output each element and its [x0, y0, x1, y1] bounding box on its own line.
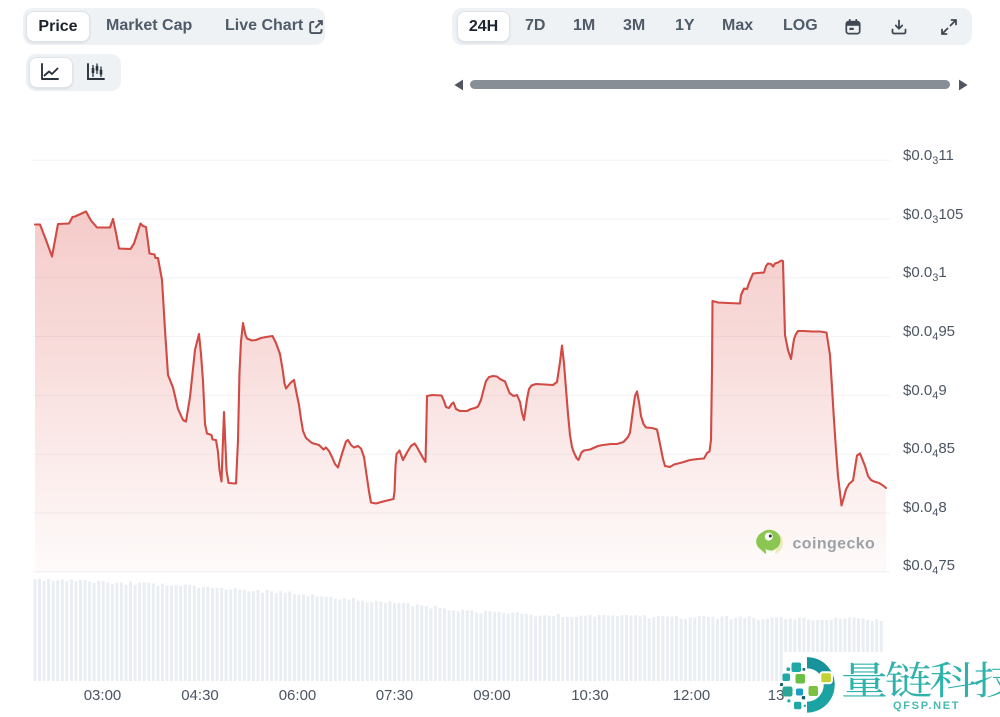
- svg-text:coingecko: coingecko: [793, 536, 876, 553]
- svg-text:QFSP.NET: QFSP.NET: [893, 700, 960, 712]
